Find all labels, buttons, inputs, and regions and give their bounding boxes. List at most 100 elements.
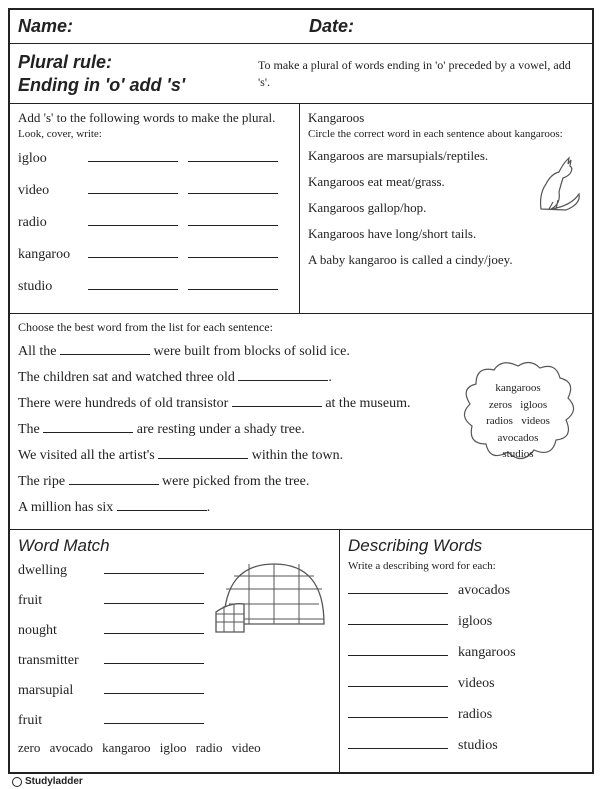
blank-input[interactable] bbox=[104, 710, 204, 724]
blank-input[interactable] bbox=[43, 419, 133, 433]
cloud-word: radios bbox=[486, 415, 513, 427]
match-word: nought bbox=[18, 623, 98, 639]
word-row: igloo bbox=[18, 148, 291, 167]
blank-input[interactable] bbox=[188, 148, 278, 162]
blank-input[interactable] bbox=[88, 212, 178, 226]
kangaroos-panel: Kangaroos Circle the correct word in eac… bbox=[300, 104, 592, 313]
desc-word: igloos bbox=[458, 614, 492, 630]
sentence: A million has six . bbox=[18, 497, 584, 516]
blank-input[interactable] bbox=[158, 445, 248, 459]
fill-instr: Choose the best word from the list for e… bbox=[18, 320, 584, 335]
add-instr: Add 's' to the following words to make t… bbox=[18, 110, 291, 126]
blank-input[interactable] bbox=[348, 673, 448, 687]
word-bank: zero avocado kangaroo igloo radio video bbox=[18, 740, 331, 756]
date-label[interactable]: Date: bbox=[301, 10, 592, 43]
kang-line[interactable]: Kangaroos have long/short tails. bbox=[308, 226, 584, 243]
match-word: marsupial bbox=[18, 683, 98, 699]
desc-sub: Write a describing word for each: bbox=[348, 560, 584, 572]
blank-input[interactable] bbox=[69, 471, 159, 485]
word: igloo bbox=[18, 151, 78, 167]
word-row: studio bbox=[18, 276, 291, 295]
match-row: marsupial bbox=[18, 680, 331, 699]
word-row: kangaroo bbox=[18, 244, 291, 263]
desc-word: videos bbox=[458, 676, 495, 692]
desc-row: radios bbox=[348, 704, 584, 723]
cloud-word: studios bbox=[458, 446, 578, 463]
match-row: transmitter bbox=[18, 650, 331, 669]
desc-row: videos bbox=[348, 673, 584, 692]
word-row: video bbox=[18, 180, 291, 199]
blank-input[interactable] bbox=[104, 560, 204, 574]
word-cloud: kangaroos zeros igloos radios videos avo… bbox=[458, 358, 578, 463]
desc-word: kangaroos bbox=[458, 645, 516, 661]
match-word: fruit bbox=[18, 593, 98, 609]
blank-input[interactable] bbox=[188, 180, 278, 194]
kang-sub: Circle the correct word in each sentence… bbox=[308, 128, 584, 140]
title-line2: Ending in 'o' add 's' bbox=[18, 74, 242, 97]
blank-input[interactable] bbox=[88, 180, 178, 194]
blank-input[interactable] bbox=[60, 341, 150, 355]
cloud-word: kangaroos bbox=[458, 380, 578, 397]
sentence: The ripe were picked from the tree. bbox=[18, 471, 584, 490]
header-row: Name: Date: bbox=[10, 10, 592, 44]
blank-input[interactable] bbox=[348, 611, 448, 625]
title-block: Plural rule: Ending in 'o' add 's' bbox=[10, 44, 250, 103]
footer: Studyladder bbox=[8, 774, 594, 789]
blank-input[interactable] bbox=[104, 590, 204, 604]
cloud-word: avocados bbox=[458, 430, 578, 447]
brand-icon bbox=[12, 777, 22, 787]
word: radio bbox=[18, 215, 78, 231]
section-match-desc: Word Match dwelling fruit nought transmi… bbox=[10, 530, 592, 772]
desc-row: kangaroos bbox=[348, 642, 584, 661]
word-row: radio bbox=[18, 212, 291, 231]
match-word: dwelling bbox=[18, 563, 98, 579]
desc-word: studios bbox=[458, 738, 498, 754]
blank-input[interactable] bbox=[188, 276, 278, 290]
describing-panel: Describing Words Write a describing word… bbox=[340, 530, 592, 772]
word: kangaroo bbox=[18, 247, 78, 263]
title-row: Plural rule: Ending in 'o' add 's' To ma… bbox=[10, 44, 592, 104]
title-line1: Plural rule: bbox=[18, 51, 242, 74]
add-sub: Look, cover, write: bbox=[18, 128, 291, 140]
desc-word: avocados bbox=[458, 583, 510, 599]
match-row: fruit bbox=[18, 710, 331, 729]
worksheet: Name: Date: Plural rule: Ending in 'o' a… bbox=[8, 8, 594, 774]
match-word: transmitter bbox=[18, 653, 98, 669]
desc-heading: Describing Words bbox=[348, 536, 584, 556]
rule-text: To make a plural of words ending in 'o' … bbox=[250, 44, 592, 103]
word: video bbox=[18, 183, 78, 199]
blank-input[interactable] bbox=[232, 393, 322, 407]
name-label[interactable]: Name: bbox=[10, 10, 301, 43]
footer-text: Studyladder bbox=[25, 776, 83, 787]
blank-input[interactable] bbox=[88, 148, 178, 162]
kang-heading: Kangaroos bbox=[308, 110, 584, 126]
cloud-word: zeros bbox=[489, 399, 512, 411]
match-word: fruit bbox=[18, 713, 98, 729]
blank-input[interactable] bbox=[104, 680, 204, 694]
desc-row: avocados bbox=[348, 580, 584, 599]
cloud-word: igloos bbox=[520, 399, 547, 411]
desc-word: radios bbox=[458, 707, 492, 723]
kangaroo-icon bbox=[531, 154, 586, 214]
blank-input[interactable] bbox=[348, 735, 448, 749]
cloud-word: videos bbox=[521, 415, 550, 427]
blank-input[interactable] bbox=[348, 642, 448, 656]
igloo-icon bbox=[214, 544, 329, 639]
blank-input[interactable] bbox=[188, 244, 278, 258]
blank-input[interactable] bbox=[104, 650, 204, 664]
blank-input[interactable] bbox=[188, 212, 278, 226]
desc-row: igloos bbox=[348, 611, 584, 630]
section-add-kangaroos: Add 's' to the following words to make t… bbox=[10, 104, 592, 314]
word: studio bbox=[18, 279, 78, 295]
blank-input[interactable] bbox=[117, 497, 207, 511]
kang-line[interactable]: A baby kangaroo is called a cindy/joey. bbox=[308, 252, 584, 269]
word-match-panel: Word Match dwelling fruit nought transmi… bbox=[10, 530, 340, 772]
blank-input[interactable] bbox=[348, 580, 448, 594]
blank-input[interactable] bbox=[88, 276, 178, 290]
blank-input[interactable] bbox=[238, 367, 328, 381]
blank-input[interactable] bbox=[88, 244, 178, 258]
add-s-panel: Add 's' to the following words to make t… bbox=[10, 104, 300, 313]
section-fill: Choose the best word from the list for e… bbox=[10, 314, 592, 530]
blank-input[interactable] bbox=[104, 620, 204, 634]
blank-input[interactable] bbox=[348, 704, 448, 718]
